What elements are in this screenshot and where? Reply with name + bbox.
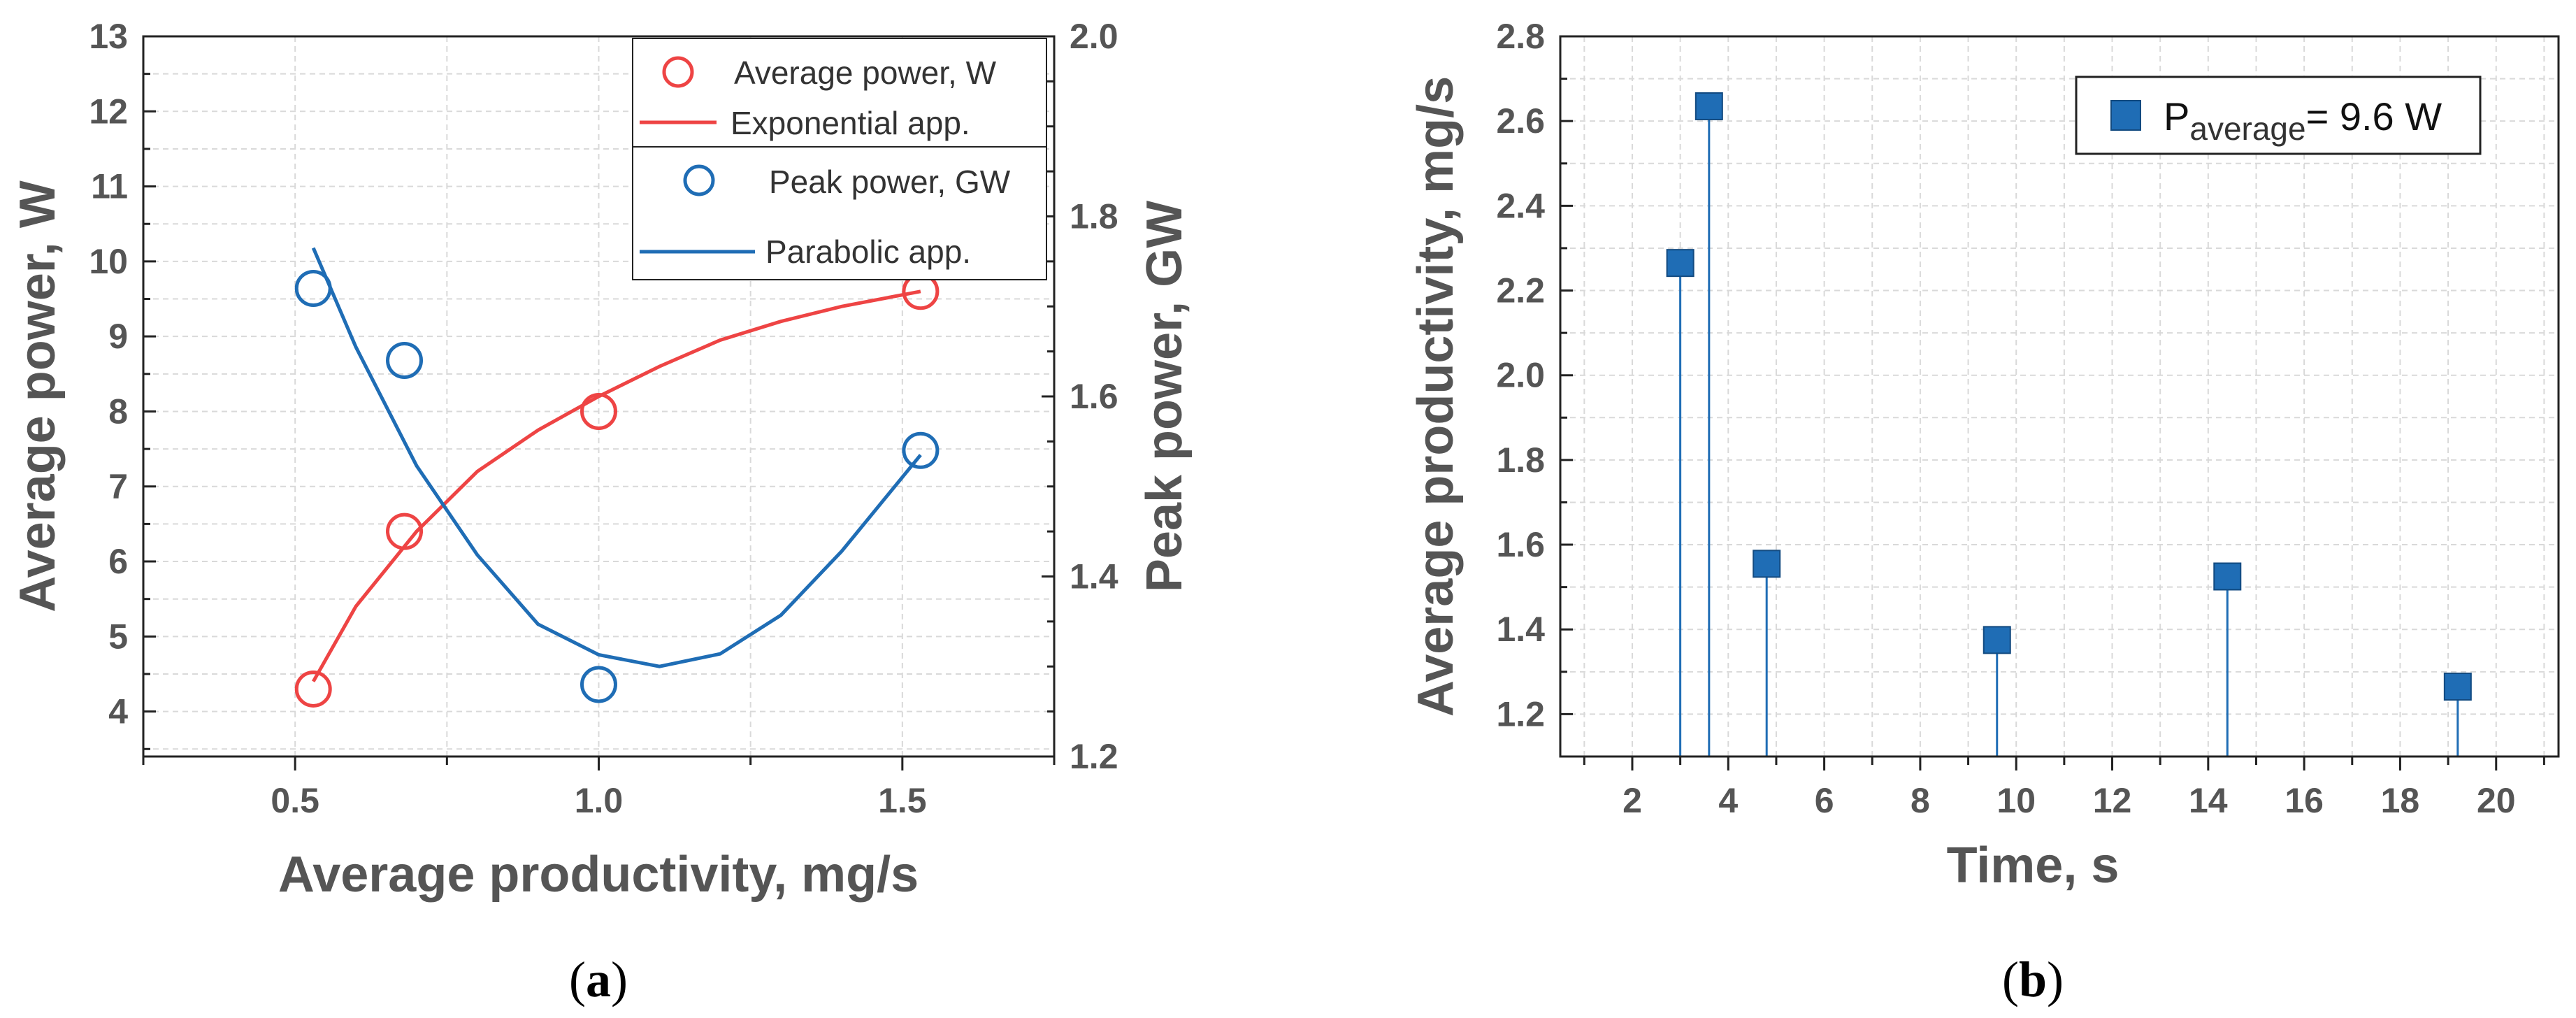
panel-b-y-title: Average productivity, mg/s — [1408, 76, 1464, 717]
x-tick-label: 10 — [1996, 781, 2036, 820]
panel-a-legend-box-red — [632, 38, 1047, 148]
y-right-tick-label: 1.2 — [1070, 737, 1118, 776]
x-tick-label: 20 — [2477, 781, 2516, 820]
peak-power-point — [902, 431, 940, 469]
panel-b-points — [1666, 92, 2472, 757]
panel-a-caption: (a) — [569, 952, 628, 1008]
y-right-tick-label: 1.8 — [1070, 197, 1118, 236]
parabolic-fit-line — [311, 247, 922, 668]
x-tick-label: 14 — [2189, 781, 2228, 820]
legend-label-average-power: Average power, W — [734, 55, 997, 91]
panel-a-legend-box-blue — [632, 146, 1047, 280]
x-tick-label: 0.5 — [271, 781, 319, 820]
y-tick-label: 2.6 — [1496, 101, 1545, 141]
exponential-fit-line — [312, 289, 921, 682]
y-left-tick-label: 13 — [89, 17, 128, 56]
legend-marker-peak-power — [683, 164, 715, 196]
y-tick-label: 1.6 — [1496, 525, 1545, 564]
legend-symbol-p: P — [2164, 94, 2189, 138]
x-tick-label: 1.0 — [575, 781, 624, 820]
panel-b-caption-label: b — [2019, 952, 2047, 1008]
x-tick-label: 2 — [1622, 781, 1642, 820]
peak-power-point — [580, 666, 617, 703]
productivity-point — [1983, 626, 2011, 654]
panel-b-legend-label: Paverage= 9.6 W — [2164, 94, 2442, 147]
legend-value: = 9.6 W — [2306, 94, 2442, 138]
average-power-point — [580, 392, 617, 430]
panel-a-ticks: 4 5 6 7 8 9 10 11 12 13 1.2 1.4 1.6 1.8 2.0 0.5 1.0 1.5 — [89, 17, 1118, 820]
y-tick-label: 2.8 — [1496, 17, 1545, 56]
productivity-point — [1753, 550, 1781, 578]
x-tick-label: 12 — [2093, 781, 2132, 820]
panel-a-y-left-title: Average power, W — [10, 180, 66, 612]
productivity-point — [1694, 92, 1723, 120]
y-tick-label: 1.2 — [1496, 694, 1545, 733]
y-left-tick-label: 7 — [108, 467, 128, 506]
legend-label-parabolic: Parabolic app. — [765, 234, 971, 270]
peak-power-point — [294, 270, 332, 307]
y-right-tick-label: 1.6 — [1070, 377, 1118, 416]
y-left-tick-label: 9 — [108, 317, 128, 356]
y-right-tick-label: 1.4 — [1070, 557, 1118, 596]
panel-a-points — [294, 270, 940, 708]
panel-a-x-title: Average productivity, mg/s — [278, 847, 919, 903]
y-tick-label: 2.2 — [1496, 271, 1545, 310]
y-right-tick-label: 2.0 — [1070, 17, 1118, 56]
y-left-tick-label: 10 — [89, 242, 128, 281]
y-left-tick-label: 5 — [108, 617, 128, 656]
legend-label-peak-power: Peak power, GW — [769, 164, 1011, 200]
panel-a-caption-label: a — [586, 952, 611, 1008]
panel-a-fit-lines — [311, 247, 922, 682]
panel-b-legend-box — [2075, 76, 2482, 155]
panel-a-chart: 4 5 6 7 8 9 10 11 12 13 1.2 1.4 1.6 1.8 2.0 0.5 1.0 1.5 A… — [10, 17, 1193, 1008]
y-left-tick-label: 4 — [108, 692, 128, 731]
x-tick-label: 1.5 — [878, 781, 927, 820]
y-tick-label: 1.4 — [1496, 610, 1545, 649]
panel-b-caption: (b) — [2002, 952, 2064, 1008]
peak-power-point — [386, 342, 424, 379]
productivity-point — [1666, 249, 1694, 278]
y-left-tick-label: 8 — [108, 392, 128, 431]
productivity-point — [2443, 673, 2472, 701]
panel-b-ticks: 1.2 1.4 1.6 1.8 2.0 2.2 2.4 2.6 2.8 2 4 6 8 10 12 14 16 1… — [1496, 17, 2545, 820]
legend-label-exponential: Exponential app. — [731, 105, 970, 141]
y-left-tick-label: 12 — [89, 92, 128, 131]
average-power-point — [386, 512, 424, 550]
x-tick-label: 6 — [1815, 781, 1834, 820]
y-tick-label: 2.0 — [1496, 356, 1545, 395]
legend-marker-productivity — [2110, 100, 2141, 131]
x-tick-label: 4 — [1718, 781, 1738, 820]
legend-subscript-average: average — [2189, 110, 2305, 147]
y-left-tick-label: 11 — [91, 167, 128, 206]
x-tick-label: 16 — [2284, 781, 2324, 820]
panel-b-x-title: Time, s — [1947, 838, 2120, 894]
panel-b-grid — [1560, 36, 2559, 757]
average-power-point — [294, 670, 332, 708]
productivity-point — [2213, 562, 2242, 591]
x-tick-label: 18 — [2381, 781, 2420, 820]
y-tick-label: 1.8 — [1496, 440, 1545, 480]
legend-marker-average-power — [662, 56, 694, 88]
panel-a-y-right-title: Peak power, GW — [1137, 201, 1193, 592]
panel-b-chart: 1.2 1.4 1.6 1.8 2.0 2.2 2.4 2.6 2.8 2 4 6 8 10 12 14 16 1… — [1408, 17, 2560, 1008]
y-left-tick-label: 6 — [108, 542, 128, 581]
panel-b-plot-frame — [1559, 35, 2560, 758]
x-tick-label: 8 — [1911, 781, 1930, 820]
y-tick-label: 2.4 — [1496, 186, 1545, 225]
